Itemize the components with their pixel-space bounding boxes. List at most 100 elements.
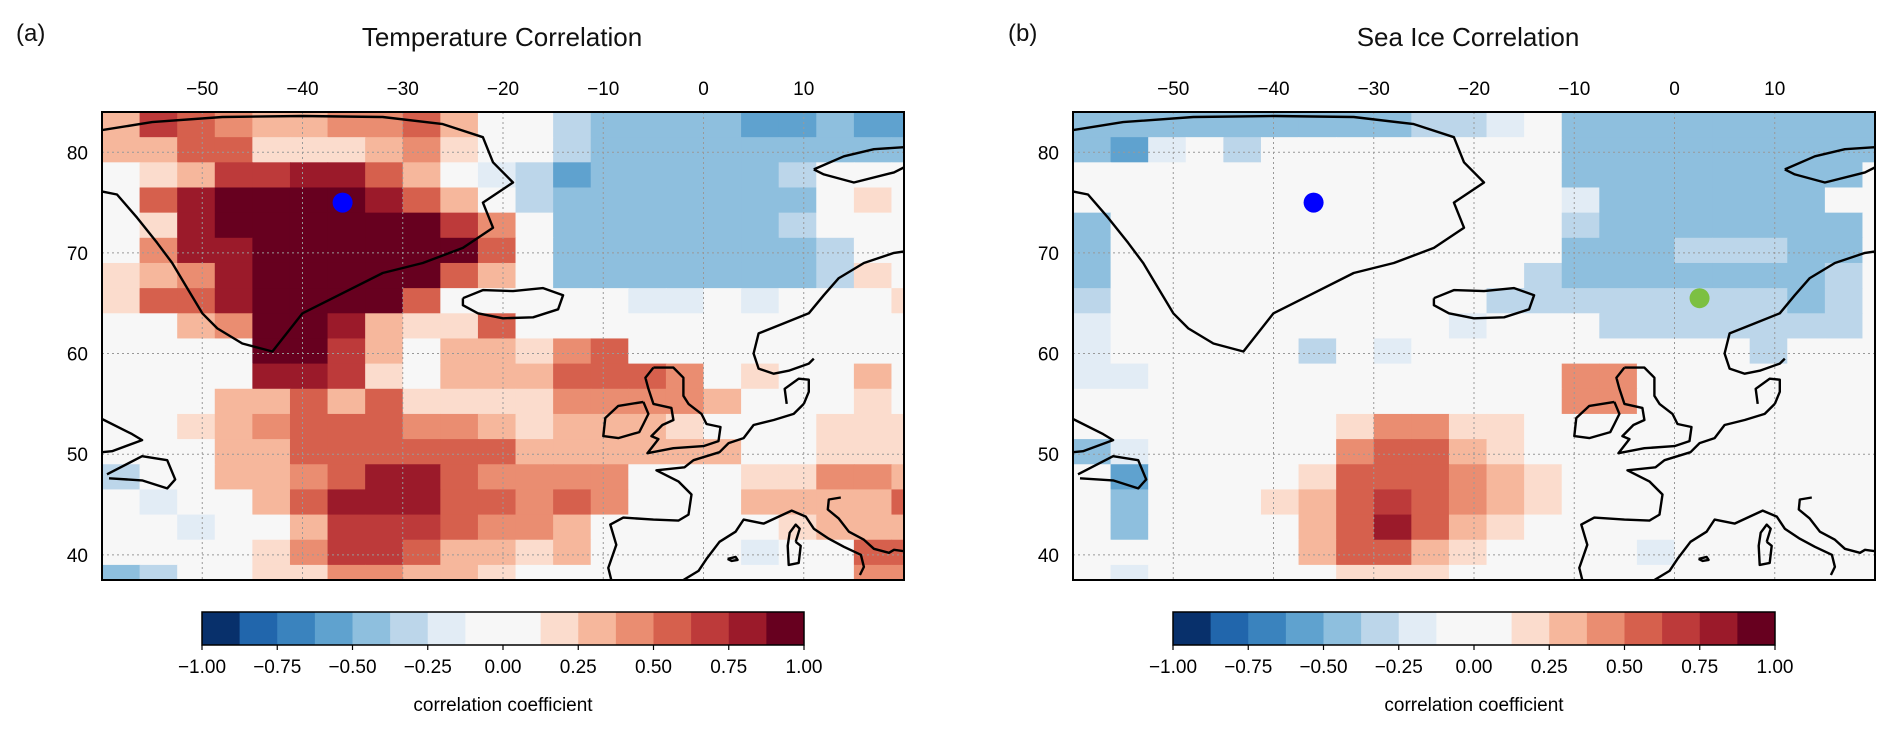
heatmap-cell <box>139 514 178 541</box>
heatmap-cell <box>1824 388 1864 415</box>
heatmap-cell <box>1824 514 1864 541</box>
heatmap-cell <box>1260 464 1300 491</box>
heatmap-cell <box>1787 363 1826 390</box>
heatmap-cell <box>1524 439 1563 465</box>
heatmap-cell <box>853 363 893 390</box>
heatmap-cell <box>1674 464 1713 491</box>
heatmap-cell <box>741 413 780 440</box>
heatmap-cell <box>515 137 554 163</box>
heatmap-cell <box>1712 413 1751 440</box>
heatmap-cell <box>1674 112 1713 138</box>
heatmap-cell <box>1712 187 1751 214</box>
heatmap-cell <box>252 514 291 541</box>
heatmap-cell <box>1148 162 1187 189</box>
heatmap-cell <box>1599 212 1638 239</box>
location-marker <box>1303 192 1324 213</box>
heatmap-cell <box>553 212 592 239</box>
heatmap-cell <box>1411 539 1450 566</box>
heatmap-cell <box>139 212 178 239</box>
heatmap-cell <box>102 363 141 390</box>
heatmap-cell <box>477 338 517 365</box>
heatmap-cell <box>289 363 329 390</box>
heatmap-cell <box>741 112 780 138</box>
heatmap-cell <box>891 539 904 566</box>
colorbar-segment <box>1436 612 1475 645</box>
heatmap-cell <box>477 514 517 541</box>
heatmap-cell <box>1712 388 1751 415</box>
heatmap-cell <box>1223 489 1262 516</box>
heatmap-cell <box>365 564 404 580</box>
heatmap-cells <box>102 112 904 580</box>
heatmap-cell <box>1524 363 1563 390</box>
heatmap-cell <box>1073 137 1112 163</box>
heatmap-cell <box>1448 564 1488 580</box>
heatmap-cell <box>252 564 291 580</box>
graticule <box>102 112 904 580</box>
heatmap-cell <box>1411 262 1450 289</box>
heatmap-cell <box>1712 539 1751 566</box>
panel-title: Sea Ice Correlation <box>1356 22 1580 52</box>
heatmap-cell <box>1862 288 1875 314</box>
heatmap-cell <box>628 313 667 340</box>
heatmap-cell <box>440 413 479 440</box>
heatmap-cell <box>1486 439 1525 465</box>
heatmap-cell <box>741 262 780 289</box>
heatmap-cell <box>1486 237 1525 264</box>
heatmap-cell <box>515 363 554 390</box>
colorbar-segment <box>1662 612 1701 645</box>
heatmap-cell <box>365 262 404 289</box>
heatmap-cell <box>1636 137 1676 163</box>
heatmap-cell <box>1599 489 1638 516</box>
heatmap-cell <box>1373 313 1412 340</box>
heatmap-cell <box>1599 137 1638 163</box>
heatmap-cell <box>214 162 253 189</box>
heatmap-cell <box>327 313 366 340</box>
heatmap-cell <box>139 187 178 214</box>
heatmap-cell <box>853 514 893 541</box>
heatmap-cell <box>1223 464 1262 491</box>
heatmap-cell <box>1712 237 1751 264</box>
heatmap-cell <box>1561 262 1600 289</box>
coastline <box>1653 509 1837 580</box>
heatmap-cell <box>440 514 479 541</box>
heatmap-cell <box>477 439 517 465</box>
heatmap-cell <box>1599 112 1638 138</box>
heatmap-cell <box>477 489 517 516</box>
heatmap-cell <box>628 137 667 163</box>
heatmap-cell <box>515 388 554 415</box>
heatmap-cell <box>289 464 329 491</box>
colorbar-segment <box>202 612 241 645</box>
heatmap-cell <box>214 413 253 440</box>
heatmap-cell <box>1223 162 1262 189</box>
heatmap-cell <box>1373 288 1412 314</box>
colorbar-segment <box>314 612 353 645</box>
heatmap-cell <box>1185 363 1224 390</box>
heatmap-cell <box>515 489 554 516</box>
heatmap-cell <box>1824 413 1864 440</box>
heatmap-cell <box>1674 388 1713 415</box>
heatmap-cell <box>402 288 441 314</box>
heatmap-cell <box>1787 464 1826 491</box>
heatmap-cell <box>891 489 904 516</box>
coastline <box>1754 377 1781 405</box>
heatmap-cell <box>102 388 141 415</box>
colorbar-label: correlation coefficient <box>413 695 593 716</box>
lat-tick-label: 80 <box>1038 143 1059 164</box>
heatmap-cell <box>365 187 404 214</box>
heatmap-cell <box>102 514 141 541</box>
heatmap-cell <box>553 112 592 138</box>
colorbar-segment <box>277 612 316 645</box>
heatmap-cell <box>1411 363 1450 390</box>
heatmap-cell <box>289 187 329 214</box>
heatmap-cell <box>402 237 441 264</box>
colorbar-segment <box>465 612 504 645</box>
heatmap-cell <box>1712 112 1751 138</box>
heatmap-cell <box>1336 489 1375 516</box>
heatmap-cell <box>1111 590 1149 616</box>
heatmap-cell <box>891 388 904 415</box>
heatmap-cell <box>1749 112 1788 138</box>
heatmap-cell <box>553 514 592 541</box>
heatmap-cell <box>515 237 554 264</box>
heatmap-cell <box>102 162 141 189</box>
heatmap-cell <box>1260 187 1300 214</box>
